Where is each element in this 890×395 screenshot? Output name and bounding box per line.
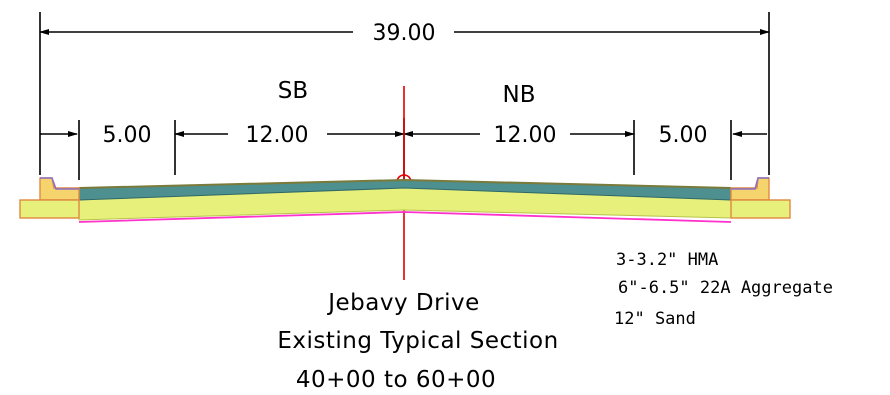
overall-dimension: 39.00 bbox=[39, 21, 770, 46]
layer-note-sand: 12" Sand bbox=[614, 309, 696, 329]
layer-notes: 3-3.2" HMA 6"-6.5" 22A Aggregate 12" San… bbox=[614, 250, 833, 329]
sb-lane-dimension: 12.00 bbox=[246, 123, 309, 148]
overall-dimension-label: 39.00 bbox=[373, 21, 436, 46]
section-title: Jebavy Drive Existing Typical Section 40… bbox=[277, 290, 558, 393]
title-section-type: Existing Typical Section bbox=[277, 328, 558, 354]
layer-note-hma: 3-3.2" HMA bbox=[616, 250, 718, 270]
hma-top-line bbox=[78, 178, 732, 189]
right-shoulder-dimension: 5.00 bbox=[659, 123, 708, 148]
component-dimensions: 5.00 12.00 12.00 5.00 bbox=[40, 123, 767, 148]
sand-bottom-line bbox=[78, 211, 732, 223]
sb-lane-label: SB bbox=[278, 78, 308, 104]
right-curb-top bbox=[731, 177, 769, 190]
left-curb-top bbox=[40, 177, 79, 190]
right-curb-base bbox=[730, 199, 791, 219]
left-shoulder-dimension: 5.00 bbox=[103, 123, 152, 148]
left-curb-base bbox=[19, 199, 80, 219]
pavement-section bbox=[19, 177, 791, 223]
nb-lane-dimension: 12.00 bbox=[494, 123, 557, 148]
nb-lane-label: NB bbox=[503, 82, 536, 108]
layer-note-aggregate: 6"-6.5" 22A Aggregate bbox=[618, 278, 833, 298]
title-station-range: 40+00 to 60+00 bbox=[296, 367, 496, 393]
title-street-name: Jebavy Drive bbox=[326, 290, 479, 316]
